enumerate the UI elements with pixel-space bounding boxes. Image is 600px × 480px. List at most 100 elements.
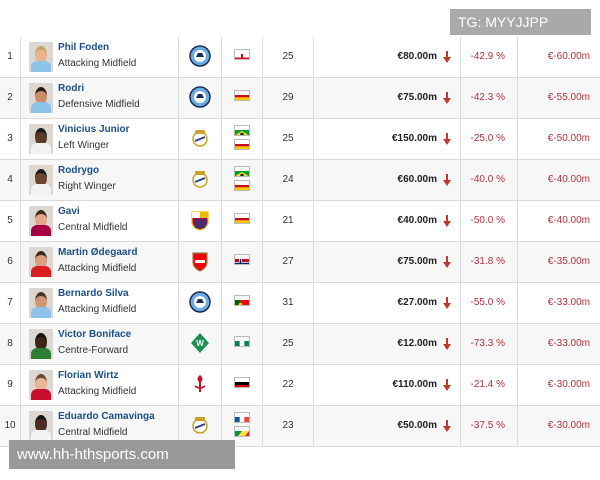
player-position: Attacking Midfield [58,304,137,315]
portugal-flag-icon [234,295,250,306]
spain-flag-icon [234,213,250,224]
player-photo[interactable] [29,42,53,72]
down-arrow-icon [443,132,451,146]
player-name-link[interactable]: Victor Boniface [58,329,132,340]
market-value: €40.00m [397,215,437,226]
value-change: €-50.00m [547,133,590,144]
player-photo[interactable] [29,370,53,400]
real-madrid-crest-icon[interactable] [189,414,211,436]
rank-cell: 9 [0,365,21,405]
nationality-flags [234,213,250,227]
market-value: €75.00m [397,256,437,267]
spain-flag-icon [234,180,250,191]
percent-change: -73.3 % [470,338,505,349]
player-name-link[interactable]: Rodrygo [58,165,100,176]
percent-change: -31.8 % [470,256,505,267]
man-city-crest-icon[interactable] [189,291,211,313]
svg-text:W: W [196,339,204,348]
value-change: €-30.00m [547,379,590,390]
arsenal-crest-icon[interactable] [189,250,211,272]
player-position: Defensive Midfield [58,99,140,110]
man-city-crest-icon[interactable] [189,86,211,108]
player-position: Attacking Midfield [58,386,137,397]
player-name-link[interactable]: Eduardo Camavinga [58,411,155,422]
down-arrow-icon [443,378,451,392]
market-value: €60.00m [397,174,437,185]
player-position: Centre-Forward [58,345,129,356]
player-photo[interactable] [29,329,53,359]
table-row: 8 Victor Boniface Centre-Forward W 25 €1… [0,324,600,365]
player-photo[interactable] [29,247,53,277]
telegram-watermark: TG: MYYJJPP [450,9,591,35]
player-photo[interactable] [29,288,53,318]
player-photo[interactable] [29,83,53,113]
percent-change: -55.0 % [470,297,505,308]
value-change: €-33.00m [547,338,590,349]
market-value: €75.00m [397,92,437,103]
player-name-link[interactable]: Martin Ødegaard [58,247,138,258]
percent-change: -50.0 % [470,215,505,226]
nationality-flags [234,166,250,194]
real-madrid-crest-icon[interactable] [189,168,211,190]
werder-bremen-crest-icon[interactable]: W [189,332,211,354]
market-value: €12.00m [397,338,437,349]
market-value: €50.00m [397,420,437,431]
nationality-flags [234,336,250,350]
age-cell: 23 [282,420,294,431]
rank-cell: 7 [0,283,21,323]
congo-flag-icon [234,426,250,437]
market-value: €80.00m [397,51,437,62]
player-name-link[interactable]: Bernardo Silva [58,288,129,299]
player-name-link[interactable]: Gavi [58,206,80,217]
table-row: 4 Rodrygo Right Winger 24 €60.00m -40.0 … [0,160,600,201]
man-city-crest-icon[interactable] [189,45,211,67]
down-arrow-icon [443,296,451,310]
player-photo[interactable] [29,165,53,195]
value-change: €-35.00m [547,256,590,267]
player-position: Central Midfield [58,222,128,233]
age-cell: 21 [282,215,294,226]
france-flag-icon [234,412,250,423]
spain-flag-icon [234,90,250,101]
rank-cell: 4 [0,160,21,200]
age-cell: 29 [282,92,294,103]
player-name-link[interactable]: Phil Foden [58,42,110,53]
player-position: Central Midfield [58,427,128,438]
nationality-flags [234,377,250,391]
barcelona-crest-icon[interactable] [189,209,211,231]
player-position: Attacking Midfield [58,263,137,274]
player-name-link[interactable]: Rodri [58,83,85,94]
value-change: €-40.00m [547,174,590,185]
down-arrow-icon [443,337,451,351]
percent-change: -21.4 % [470,379,505,390]
player-photo[interactable] [29,206,53,236]
percent-change: -42.3 % [470,92,505,103]
rank-cell: 3 [0,119,21,159]
age-cell: 25 [282,338,294,349]
nigeria-flag-icon [234,336,250,347]
nationality-flags [234,90,250,104]
table-row: 6 Martin Ødegaard Attacking Midfield 27 … [0,242,600,283]
value-change: €-30.00m [547,420,590,431]
norway-flag-icon [234,254,250,265]
down-arrow-icon [443,419,451,433]
down-arrow-icon [443,214,451,228]
table-row: 1 Phil Foden Attacking Midfield 25 €80.0… [0,37,600,78]
rank-cell: 6 [0,242,21,282]
table-row: 2 Rodri Defensive Midfield 29 €75.00m -4… [0,78,600,119]
age-cell: 31 [282,297,294,308]
player-name-link[interactable]: Florian Wirtz [58,370,119,381]
player-photo[interactable] [29,124,53,154]
player-position: Left Winger [58,140,110,151]
nationality-flags [234,254,250,268]
player-photo[interactable] [29,411,53,441]
player-position: Attacking Midfield [58,58,137,69]
real-madrid-crest-icon[interactable] [189,127,211,149]
market-value: €110.00m [392,379,438,390]
liverpool-crest-icon[interactable] [189,373,211,395]
nationality-flags [234,125,250,153]
player-position: Right Winger [58,181,116,192]
percent-change: -25.0 % [470,133,505,144]
player-name-link[interactable]: Vinicius Junior [58,124,130,135]
market-value-table: 1 Phil Foden Attacking Midfield 25 €80.0… [0,37,600,447]
